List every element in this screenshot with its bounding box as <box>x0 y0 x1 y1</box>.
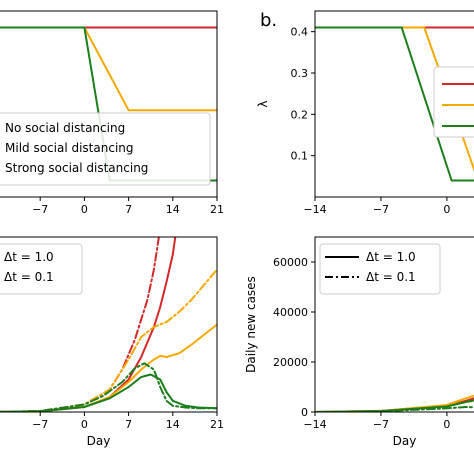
legend-label: Δt = 0.1 <box>366 270 416 284</box>
legend: Δt = 1.0 Δt = 0.1 <box>319 243 441 295</box>
series-line-5 <box>0 362 217 412</box>
y-axis-label: Daily new cases <box>244 276 258 373</box>
axes-frame <box>314 10 474 198</box>
x-tick-label: 21 <box>210 418 224 431</box>
legend-box <box>0 112 211 186</box>
legend-label: No social distancing <box>5 121 125 135</box>
x-tick-label: 0 <box>443 418 450 431</box>
legend-label: Δt = 0.1 <box>4 270 54 284</box>
x-tick-label: 14 <box>166 418 180 431</box>
series-line-4 <box>0 373 217 412</box>
x-axis-label: Day <box>393 434 417 448</box>
y-tick-label: 20000 <box>273 356 308 369</box>
legend: No social distancing Mild social distanci… <box>0 112 211 186</box>
axes-frame <box>314 236 474 413</box>
y-tick-label: 0 <box>301 406 308 419</box>
y-tick-label: 0.4 <box>291 26 309 39</box>
legend-label: Mild social distancing <box>5 141 134 155</box>
x-tick-label: 7 <box>125 418 132 431</box>
y-tick-label: 0.1 <box>291 150 309 163</box>
x-axis-label: Day <box>87 434 111 448</box>
legend-label: Δt = 1.0 <box>366 250 416 264</box>
legend-box <box>0 243 83 295</box>
y-tick-label: 0.2 <box>291 108 309 121</box>
panel-top-right: −14 −7 0 0.1 0.2 0.3 0.4 λ b. <box>256 10 474 216</box>
x-tick-label: −7 <box>32 203 48 216</box>
panel-bottom-left: −7 0 7 14 21 Day Δt = 1.0 Δt = 0.1 <box>0 236 224 448</box>
panel-top-left: −7 0 7 14 21 No social distancing Mild social … <box>0 10 224 216</box>
y-tick-label: 60000 <box>273 256 308 269</box>
x-tick-label: −14 <box>303 418 326 431</box>
y-axis-label: λ <box>256 100 270 107</box>
series-group <box>0 237 217 412</box>
legend: Δt = 1.0 Δt = 0.1 <box>0 243 83 295</box>
x-tick-label: −7 <box>373 418 389 431</box>
legend-label: Strong social distancing <box>5 161 148 175</box>
x-tick-label: −7 <box>32 418 48 431</box>
x-tick-label: 0 <box>81 418 88 431</box>
y-tick-label: 40000 <box>273 306 308 319</box>
x-tick-label: 7 <box>125 203 132 216</box>
x-tick-label: 14 <box>166 203 180 216</box>
x-tick-label: −14 <box>303 203 326 216</box>
legend <box>433 66 474 138</box>
x-tick-label: 21 <box>210 203 224 216</box>
series-line-1 <box>0 26 217 112</box>
x-tick-label: 0 <box>81 203 88 216</box>
axes-frame <box>0 10 218 198</box>
panel-bottom-right: −14 −7 0 0 20000 40000 60000 Day Daily new cases… <box>244 236 474 448</box>
series-group <box>315 394 474 412</box>
series-line-2 <box>315 26 474 182</box>
x-tick-label: 0 <box>443 203 450 216</box>
legend-label: Δt = 1.0 <box>4 250 54 264</box>
panel-letter: b. <box>260 10 277 31</box>
axes-frame <box>0 236 218 413</box>
y-tick-label: 0.3 <box>291 67 309 80</box>
x-tick-label: −7 <box>373 203 389 216</box>
